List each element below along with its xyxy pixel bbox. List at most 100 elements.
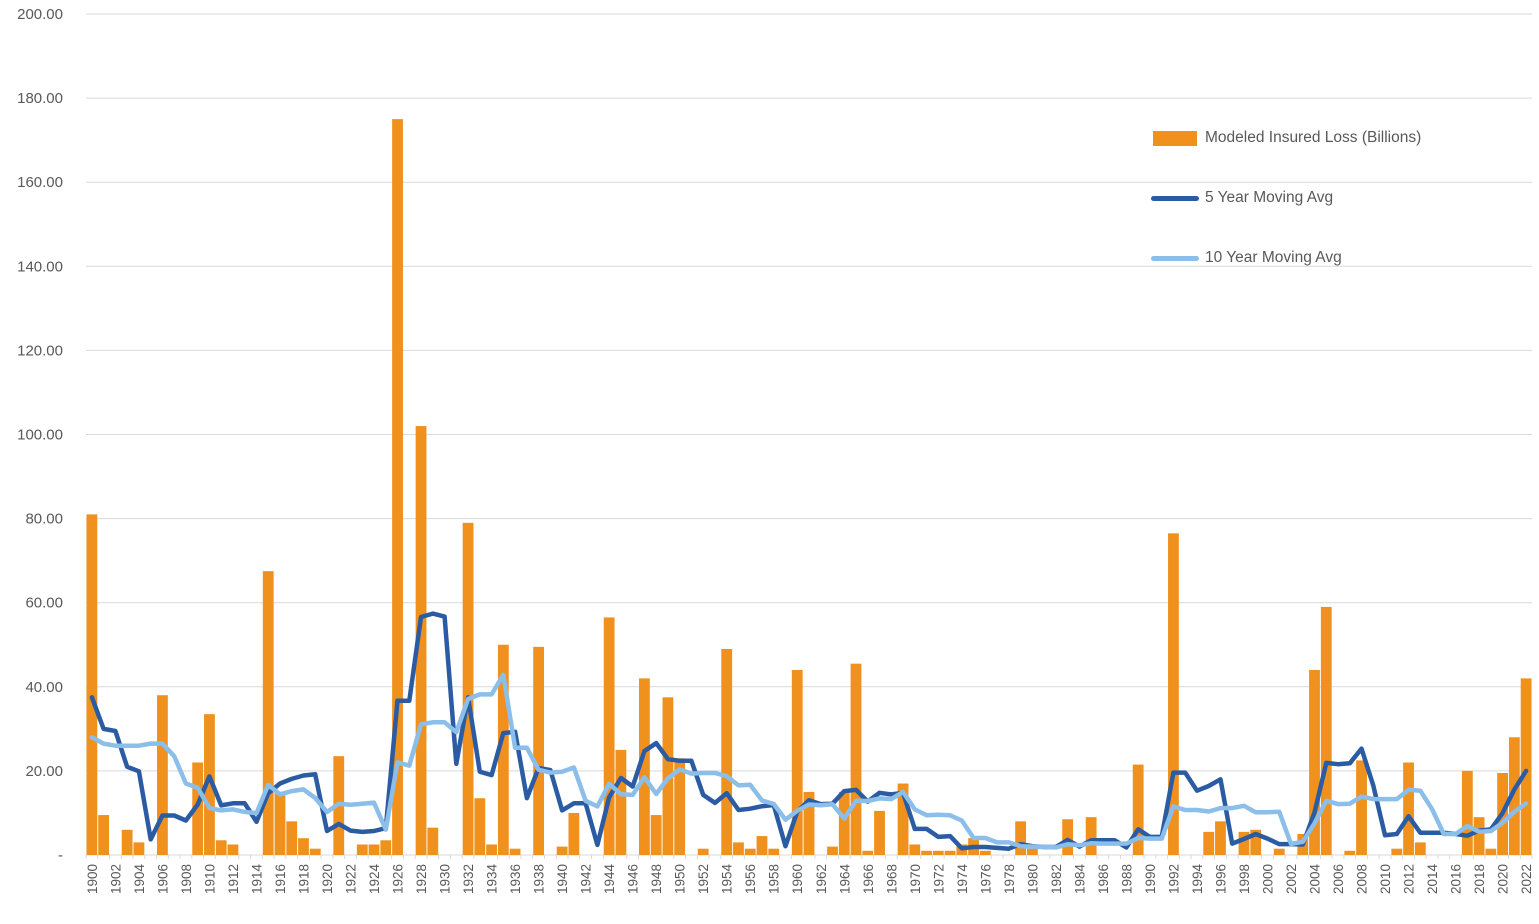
x-tick-label: 1988 (1119, 864, 1134, 894)
line-swatch-icon (1151, 195, 1199, 201)
bar (568, 812, 580, 855)
x-tick-label: 1944 (602, 864, 617, 895)
x-tick-label: 1960 (790, 864, 805, 894)
x-tick-label: 1982 (1049, 864, 1064, 894)
bar (1168, 533, 1179, 855)
bar (874, 810, 885, 855)
bar (1238, 831, 1250, 855)
x-tick-label: 1966 (861, 864, 876, 894)
gridlines (86, 13, 1532, 856)
y-tick-label: 140.00 (17, 258, 63, 275)
x-tick-label: 2006 (1331, 864, 1346, 894)
bar (756, 836, 768, 855)
bar (157, 695, 168, 855)
x-tick-label: 1968 (884, 864, 899, 894)
x-tick-label: 2010 (1378, 864, 1393, 894)
x-tick-label: 1928 (414, 864, 429, 894)
bar (380, 840, 392, 855)
bar (650, 815, 662, 855)
x-tick-label: 1916 (273, 864, 288, 894)
x-tick-label: 1976 (978, 864, 993, 894)
x-tick-label: 1964 (837, 864, 852, 895)
bar (509, 848, 521, 855)
bar (1485, 848, 1497, 855)
legend-label-10yr-moving-avg: 10 Year Moving Avg (1205, 249, 1342, 266)
x-tick-label: 1958 (767, 864, 782, 894)
x-tick-label: 2014 (1425, 864, 1440, 895)
bar (1520, 678, 1532, 855)
bar (1356, 760, 1367, 855)
x-tick-label: 1940 (555, 864, 570, 894)
bar (1250, 829, 1262, 855)
bar (215, 840, 227, 855)
x-tick-label: 1950 (673, 864, 688, 894)
bar (1414, 842, 1426, 855)
x-tick-label: 1972 (931, 864, 946, 894)
bar (415, 426, 427, 855)
x-tick-label: 2020 (1496, 864, 1511, 894)
bar (791, 669, 803, 855)
bar (1344, 850, 1356, 855)
x-tick-label: 1906 (155, 864, 170, 894)
bar (497, 644, 509, 855)
bar (204, 714, 215, 855)
bar (744, 848, 756, 855)
x-tick-label: 1938 (532, 864, 547, 894)
bar (1132, 764, 1144, 855)
bar (768, 848, 780, 855)
bar (1015, 821, 1027, 855)
bar (262, 571, 274, 855)
bar (192, 762, 204, 855)
x-tick-label: 2004 (1308, 864, 1323, 895)
bar (533, 646, 545, 855)
x-tick-label: 1962 (814, 864, 829, 894)
x-tick-label: 1936 (508, 864, 523, 894)
bar (897, 783, 909, 855)
bar (462, 522, 474, 855)
x-tick-label: 1908 (179, 864, 194, 894)
x-tick-label: 1978 (1002, 864, 1017, 894)
bar (1273, 848, 1285, 855)
x-tick-label: 1956 (743, 864, 758, 894)
bar (286, 821, 298, 855)
line-swatch-icon (1151, 255, 1199, 261)
bar (1508, 737, 1520, 855)
x-tick-label: 1954 (720, 864, 735, 895)
bar-swatch-icon (1153, 130, 1197, 146)
legend: Modeled Insured Loss (Billions) 5 Year M… (1151, 129, 1422, 266)
x-tick-label: 1934 (485, 864, 500, 895)
bar (1215, 821, 1226, 855)
bar (309, 848, 321, 855)
bar (1085, 817, 1097, 855)
bar (838, 791, 850, 855)
bar (556, 846, 568, 855)
x-tick-label: 1996 (1214, 864, 1229, 894)
bar (274, 791, 286, 855)
x-tick-label: 1926 (391, 864, 406, 894)
x-tick-label: 1980 (1025, 864, 1040, 894)
legend-label-modeled-insured-loss: Modeled Insured Loss (Billions) (1205, 129, 1422, 146)
y-tick-label: - (58, 847, 63, 864)
bar (944, 850, 956, 855)
x-tick-label: 1970 (908, 864, 923, 894)
bar (1062, 819, 1074, 855)
y-tick-label: 60.00 (25, 595, 63, 612)
bar (227, 844, 239, 855)
bar (1473, 817, 1485, 855)
x-tick-label: 1992 (1166, 864, 1181, 894)
x-tick-label: 1924 (367, 864, 382, 895)
y-tick-label: 40.00 (25, 679, 63, 696)
x-tick-label: 1912 (226, 864, 241, 894)
x-tick-label: 2016 (1449, 864, 1464, 894)
x-tick-label: 2012 (1402, 864, 1417, 894)
x-tick-label: 1920 (320, 864, 335, 894)
bar (427, 827, 439, 855)
x-tick-label: 1952 (696, 864, 711, 894)
x-tick-label: 1930 (438, 864, 453, 894)
bar (1026, 848, 1038, 855)
bar (474, 798, 486, 855)
bar (133, 842, 145, 855)
y-tick-label: 20.00 (25, 763, 63, 780)
y-axis-labels: - 20.00 40.00 60.00 80.00 100.00 120.00 140.00 1… (17, 6, 63, 864)
